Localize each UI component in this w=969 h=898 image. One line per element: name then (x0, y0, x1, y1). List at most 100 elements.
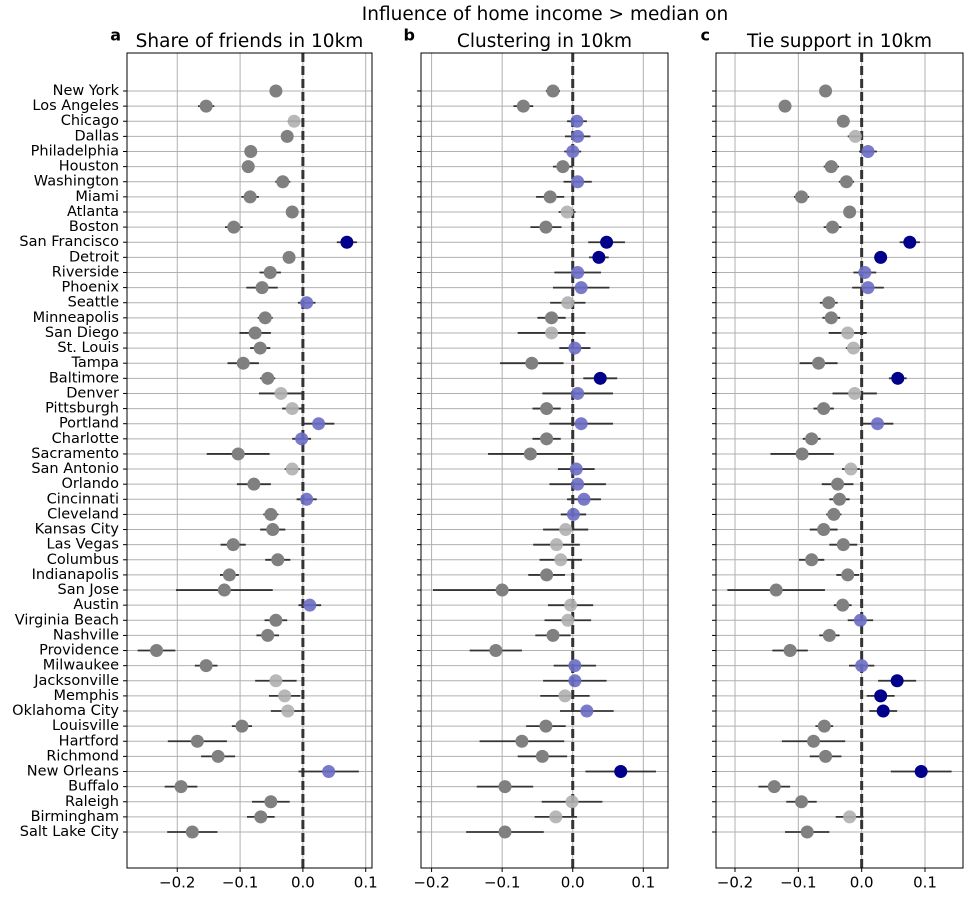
point (226, 538, 240, 552)
point (571, 477, 585, 491)
point (498, 780, 512, 794)
point (523, 447, 537, 461)
point (269, 674, 283, 688)
point (839, 175, 853, 189)
point (795, 190, 808, 204)
point (546, 84, 560, 98)
y-tick-label: Miami (75, 189, 119, 205)
point (566, 144, 580, 158)
x-tick-label: −0.2 (413, 874, 449, 892)
point (565, 795, 579, 809)
y-tick-label: Riverside (52, 264, 119, 280)
x-tick-label: −0.1 (222, 874, 258, 892)
point (769, 583, 783, 597)
point (261, 371, 275, 385)
point (580, 704, 594, 718)
point (269, 613, 283, 627)
y-tick-label: Cincinnati (47, 491, 119, 507)
y-tick-label: San Antonio (31, 461, 119, 477)
point (559, 523, 573, 537)
point (263, 265, 277, 279)
point (571, 265, 585, 279)
y-tick-label: Richmond (46, 748, 119, 764)
point (571, 175, 585, 189)
point (539, 220, 553, 234)
point (185, 825, 199, 839)
point (600, 235, 614, 249)
point (498, 825, 512, 839)
point (264, 507, 278, 521)
y-tick-label: Louisville (52, 718, 119, 734)
point (855, 659, 869, 673)
y-tick-label: Milwaukee (43, 658, 119, 674)
y-tick-label: Pittsburgh (45, 401, 119, 417)
point (571, 386, 585, 400)
point (874, 689, 888, 703)
point (861, 281, 875, 295)
point (843, 205, 857, 219)
y-tick-label: Dallas (74, 128, 119, 144)
point (614, 765, 628, 779)
plot-frame (420, 52, 669, 869)
y-tick-label: Atlanta (67, 204, 119, 220)
point (778, 99, 792, 113)
point (783, 644, 797, 658)
point (817, 402, 831, 416)
point (566, 507, 580, 521)
point (819, 749, 833, 763)
y-tick-label: Boston (69, 219, 119, 235)
point (846, 341, 860, 355)
point (805, 553, 819, 567)
y-tick-label: Houston (59, 159, 119, 175)
panel-title: Tie support in 10km (746, 31, 932, 52)
y-tick-label: Nashville (53, 627, 119, 643)
x-tick-label: 0.0 (561, 874, 585, 892)
y-tick-label: Oklahoma City (12, 703, 119, 719)
point (235, 719, 249, 733)
point (300, 296, 314, 310)
point (848, 386, 862, 400)
point (271, 553, 285, 567)
point (822, 296, 836, 310)
point (516, 99, 530, 113)
point (247, 477, 261, 491)
y-tick-label: Buffalo (68, 779, 119, 795)
y-tick-label: Columbus (47, 552, 119, 568)
point (571, 129, 585, 143)
point (266, 523, 280, 537)
point (322, 765, 336, 779)
y-tick-label: San Jose (57, 582, 119, 598)
point (549, 810, 563, 824)
point (577, 492, 591, 506)
point (150, 644, 164, 658)
point (255, 281, 269, 295)
panel-title: Clustering in 10km (457, 31, 632, 52)
y-tick-label: Tampa (70, 355, 119, 371)
point (174, 780, 188, 794)
point (560, 205, 574, 219)
y-tick-label: Los Angeles (32, 98, 119, 114)
point (819, 84, 833, 98)
point (515, 734, 529, 748)
y-tick-label: New Orleans (27, 764, 119, 780)
point (231, 447, 245, 461)
point (824, 311, 838, 325)
point (836, 538, 850, 552)
point (546, 628, 560, 642)
y-tick-label: Seattle (68, 295, 119, 311)
point (558, 689, 572, 703)
point (258, 311, 272, 325)
point (843, 810, 857, 824)
point (561, 613, 575, 627)
x-tick-label: 0.1 (631, 874, 655, 892)
point (831, 477, 845, 491)
y-tick-label: St. Louis (57, 340, 119, 356)
plot-frame (126, 52, 373, 869)
point (495, 583, 509, 597)
point (199, 659, 213, 673)
y-tick-label: Birmingham (31, 809, 119, 825)
x-tick-label: 0.1 (354, 874, 378, 892)
point (248, 326, 262, 340)
point (848, 129, 862, 143)
y-tick-label: Indianapolis (32, 567, 119, 583)
